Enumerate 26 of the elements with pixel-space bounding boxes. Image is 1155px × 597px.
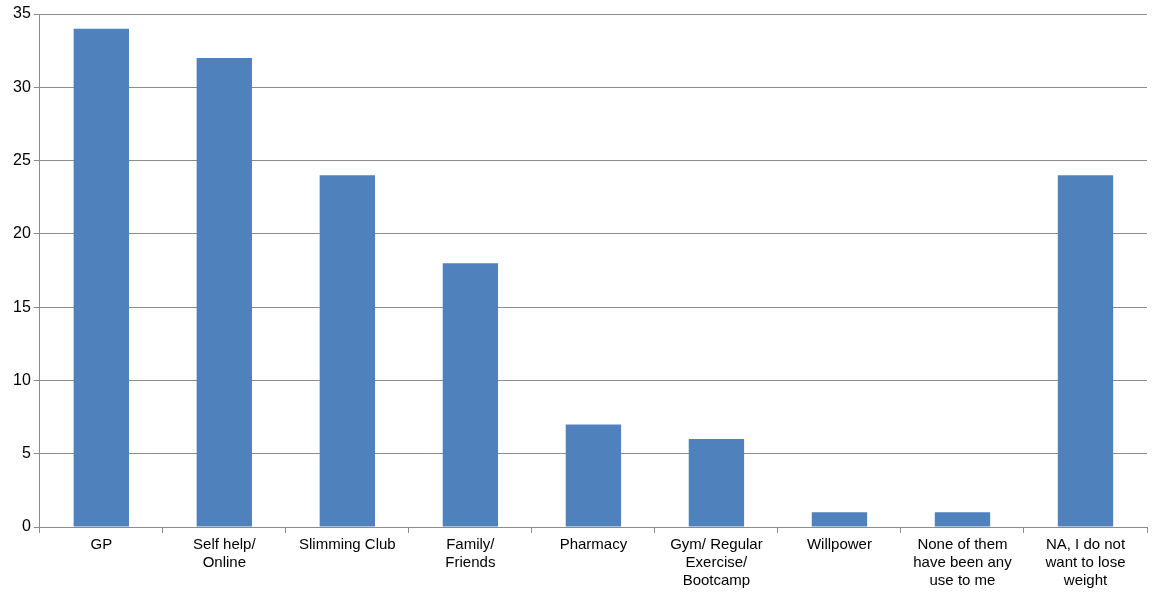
bar (688, 439, 745, 527)
y-tick-label: 10 (13, 370, 31, 388)
y-tick-label: 30 (13, 77, 31, 95)
x-tick-label: NA, I do not want to lose weight (1044, 535, 1126, 589)
y-tick-label: 35 (13, 4, 31, 22)
y-tick-label: 15 (13, 297, 31, 315)
bar (196, 57, 253, 527)
y-tick-label: 25 (13, 150, 31, 168)
x-tick-label: Pharmacy (559, 535, 628, 553)
bar (1057, 175, 1114, 527)
x-tick-label: Gym/ Regular Exercise/ Bootcamp (670, 535, 763, 589)
x-tick-label: None of them have been any use to me (913, 535, 1013, 589)
x-tick-label: Willpower (806, 535, 872, 553)
x-tick-label: GP (90, 535, 113, 553)
x-tick-label: Family/ Friends (445, 535, 496, 571)
bar (73, 28, 129, 527)
y-tick-label: 20 (13, 224, 31, 242)
y-tick-label: 0 (21, 517, 31, 535)
bar (319, 175, 376, 527)
bar (934, 512, 991, 527)
x-tick-label: Slimming Club (299, 535, 396, 553)
bar (811, 512, 868, 527)
bar (565, 424, 622, 527)
x-tick-label: Self help/ Online (193, 535, 257, 571)
y-tick-label: 5 (21, 444, 31, 462)
bar (442, 263, 499, 527)
